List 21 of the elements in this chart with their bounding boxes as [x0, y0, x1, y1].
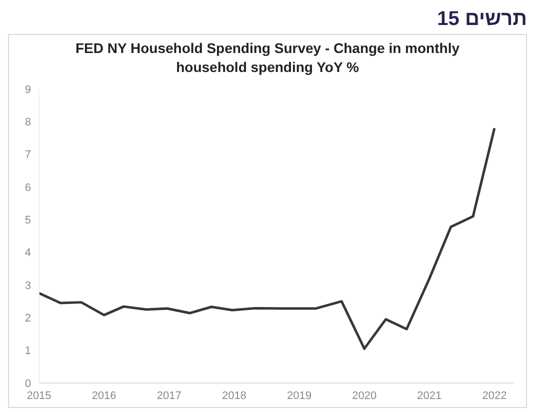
y-tick-label: 7: [24, 149, 31, 162]
y-tick-label: 9: [24, 84, 31, 96]
x-tick-label: 2021: [417, 390, 442, 402]
x-tick-label: 2019: [287, 390, 312, 402]
y-tick-label: 1: [24, 345, 31, 358]
x-tick-label: 2017: [156, 390, 182, 402]
y-tick-label: 6: [24, 182, 31, 194]
x-tick-label: 2015: [26, 390, 52, 402]
y-tick-label: 8: [24, 116, 31, 129]
y-tick-label: 2: [24, 312, 31, 325]
y-tick-label: 5: [24, 214, 31, 227]
y-tick-label: 3: [24, 280, 31, 292]
x-tick-label: 2018: [222, 390, 246, 402]
chart-subtitle: FED NY Household Spending Survey - Change in monthly household spending YoY %: [74, 39, 460, 77]
x-tick-label: 2016: [92, 390, 116, 402]
x-tick-label: 2020: [352, 390, 377, 402]
y-tick-label: 4: [24, 247, 31, 260]
line-series: [39, 126, 496, 350]
chart-title: תרשים 15: [436, 8, 527, 32]
x-tick-label: 2022: [482, 390, 507, 402]
y-tick-label: 0: [24, 378, 31, 390]
